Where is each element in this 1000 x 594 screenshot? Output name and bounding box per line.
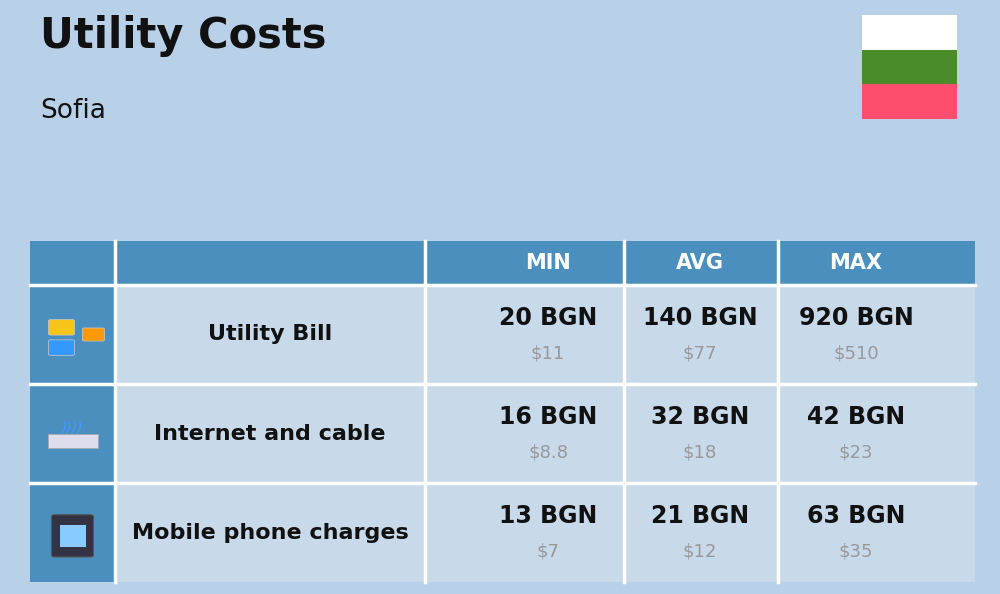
Text: Utility Costs: Utility Costs bbox=[40, 15, 326, 57]
FancyBboxPatch shape bbox=[30, 384, 975, 483]
Text: 16 BGN: 16 BGN bbox=[499, 405, 597, 429]
Text: 63 BGN: 63 BGN bbox=[807, 504, 905, 528]
FancyBboxPatch shape bbox=[49, 340, 75, 355]
Text: Internet and cable: Internet and cable bbox=[154, 424, 386, 444]
Text: 42 BGN: 42 BGN bbox=[807, 405, 905, 429]
Text: MAX: MAX bbox=[830, 253, 883, 273]
FancyBboxPatch shape bbox=[862, 49, 957, 84]
FancyBboxPatch shape bbox=[30, 241, 975, 285]
Text: Mobile phone charges: Mobile phone charges bbox=[132, 523, 408, 542]
Text: $18: $18 bbox=[683, 444, 717, 462]
FancyBboxPatch shape bbox=[30, 285, 115, 384]
Text: MIN: MIN bbox=[525, 253, 571, 273]
FancyBboxPatch shape bbox=[48, 434, 98, 448]
Text: 20 BGN: 20 BGN bbox=[499, 306, 597, 330]
Text: $8.8: $8.8 bbox=[528, 444, 568, 462]
FancyBboxPatch shape bbox=[862, 84, 957, 119]
Text: 13 BGN: 13 BGN bbox=[499, 504, 597, 528]
Text: Utility Bill: Utility Bill bbox=[208, 324, 332, 345]
Text: $35: $35 bbox=[839, 542, 873, 561]
Text: 21 BGN: 21 BGN bbox=[651, 504, 749, 528]
FancyBboxPatch shape bbox=[82, 328, 105, 341]
Text: AVG: AVG bbox=[676, 253, 724, 273]
Text: $7: $7 bbox=[536, 542, 560, 561]
FancyBboxPatch shape bbox=[30, 483, 115, 582]
FancyBboxPatch shape bbox=[30, 384, 115, 483]
FancyBboxPatch shape bbox=[52, 515, 94, 557]
Text: 140 BGN: 140 BGN bbox=[643, 306, 757, 330]
Text: $12: $12 bbox=[683, 542, 717, 561]
Text: 920 BGN: 920 BGN bbox=[799, 306, 913, 330]
Text: $11: $11 bbox=[531, 345, 565, 362]
Text: )))): )))) bbox=[62, 421, 83, 435]
Text: $77: $77 bbox=[683, 345, 717, 362]
FancyBboxPatch shape bbox=[30, 285, 975, 384]
Text: $23: $23 bbox=[839, 444, 873, 462]
Text: 32 BGN: 32 BGN bbox=[651, 405, 749, 429]
FancyBboxPatch shape bbox=[862, 15, 957, 49]
FancyBboxPatch shape bbox=[30, 483, 975, 582]
Text: $510: $510 bbox=[833, 345, 879, 362]
FancyBboxPatch shape bbox=[49, 320, 75, 335]
Text: Sofia: Sofia bbox=[40, 98, 106, 124]
FancyBboxPatch shape bbox=[60, 525, 86, 548]
